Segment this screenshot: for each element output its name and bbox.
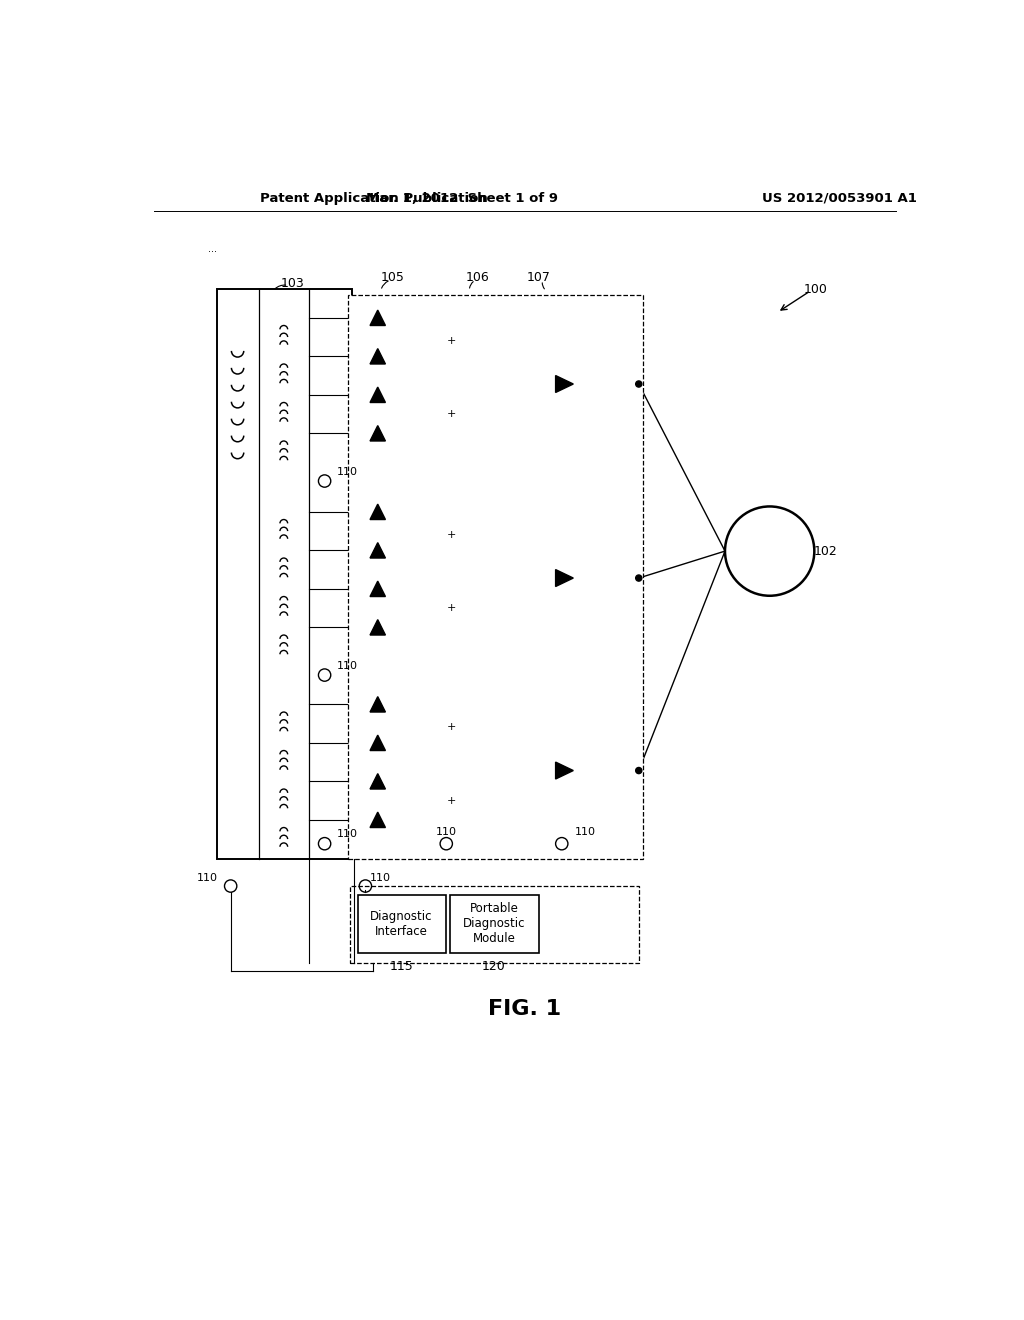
- Polygon shape: [370, 619, 385, 635]
- Polygon shape: [370, 697, 385, 711]
- Circle shape: [636, 576, 642, 581]
- Text: +: +: [446, 722, 457, 733]
- Text: 110: 110: [574, 828, 595, 837]
- Polygon shape: [370, 774, 385, 789]
- Polygon shape: [370, 812, 385, 828]
- Bar: [357, 895, 446, 953]
- Bar: [535, 358, 596, 411]
- Text: +: +: [446, 796, 457, 805]
- Text: ...: ...: [208, 244, 216, 255]
- Text: FIG. 1: FIG. 1: [488, 999, 561, 1019]
- Bar: [535, 552, 596, 605]
- Text: 100: 100: [804, 282, 827, 296]
- Circle shape: [636, 767, 642, 774]
- Bar: [523, 494, 635, 663]
- Text: 103: 103: [281, 277, 304, 290]
- Bar: [423, 494, 515, 663]
- Polygon shape: [556, 762, 573, 779]
- Bar: [423, 686, 515, 855]
- Polygon shape: [370, 735, 385, 751]
- Bar: [423, 300, 515, 469]
- Text: 106: 106: [465, 271, 488, 284]
- Text: +: +: [446, 603, 457, 612]
- Polygon shape: [370, 504, 385, 520]
- Polygon shape: [370, 387, 385, 403]
- Bar: [523, 300, 635, 469]
- Polygon shape: [370, 581, 385, 597]
- Polygon shape: [370, 348, 385, 364]
- Polygon shape: [370, 543, 385, 558]
- Polygon shape: [370, 310, 385, 326]
- Text: +: +: [446, 529, 457, 540]
- Text: +: +: [446, 409, 457, 418]
- Text: 110: 110: [371, 874, 391, 883]
- Bar: [217, 289, 351, 859]
- Bar: [535, 743, 596, 797]
- Polygon shape: [556, 376, 573, 392]
- Text: 110: 110: [197, 874, 218, 883]
- Text: 102: 102: [814, 545, 838, 557]
- Text: 107: 107: [526, 271, 551, 284]
- Text: Mar. 1, 2012  Sheet 1 of 9: Mar. 1, 2012 Sheet 1 of 9: [366, 191, 558, 205]
- Bar: [357, 300, 413, 469]
- Polygon shape: [556, 570, 573, 586]
- Text: 110: 110: [337, 829, 358, 840]
- Text: 115: 115: [390, 961, 414, 973]
- Bar: [451, 895, 539, 953]
- Text: 105: 105: [381, 271, 404, 284]
- Text: 120: 120: [482, 961, 506, 973]
- Bar: [350, 886, 639, 964]
- Text: 110: 110: [337, 467, 358, 477]
- Bar: [357, 686, 413, 855]
- Text: Diagnostic
Interface: Diagnostic Interface: [371, 909, 433, 937]
- Polygon shape: [370, 425, 385, 441]
- Text: Portable
Diagnostic
Module: Portable Diagnostic Module: [463, 903, 525, 945]
- Text: +: +: [446, 335, 457, 346]
- Text: 110: 110: [337, 661, 358, 671]
- Circle shape: [636, 381, 642, 387]
- Bar: [523, 686, 635, 855]
- Bar: [348, 296, 643, 859]
- Text: Patent Application Publication: Patent Application Publication: [260, 191, 487, 205]
- Bar: [357, 494, 413, 663]
- Text: US 2012/0053901 A1: US 2012/0053901 A1: [762, 191, 916, 205]
- Text: 110: 110: [436, 828, 457, 837]
